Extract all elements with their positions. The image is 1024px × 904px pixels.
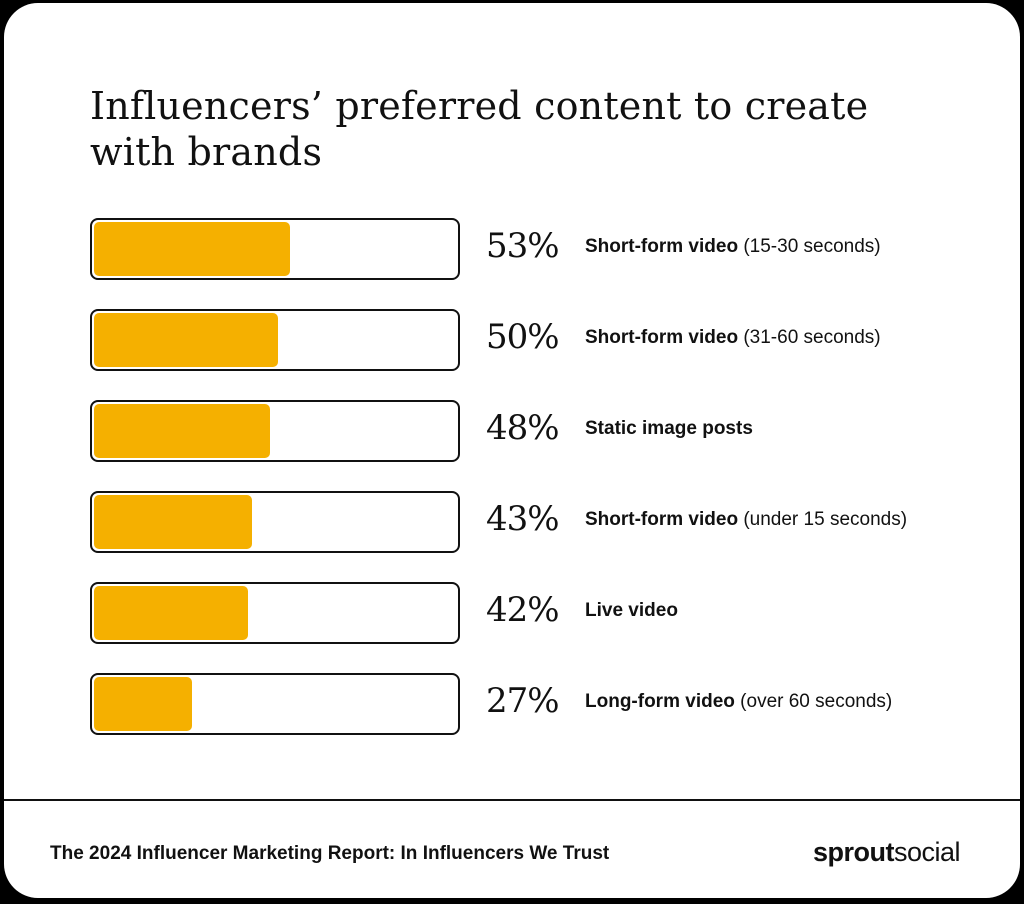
bar-fill bbox=[94, 495, 252, 549]
bar-label: Short-form video (under 15 seconds) bbox=[585, 509, 907, 531]
bar-fill bbox=[94, 404, 270, 458]
bar-percent: 50% bbox=[486, 317, 560, 357]
bar-row: 53% Short-form video (15-30 seconds) bbox=[90, 218, 990, 284]
bar-track bbox=[90, 491, 460, 553]
bar-label: Short-form video (31-60 seconds) bbox=[585, 327, 881, 349]
bar-fill bbox=[94, 586, 248, 640]
bar-label-detail: (31-60 seconds) bbox=[738, 327, 881, 348]
bar-label: Live video bbox=[585, 600, 678, 622]
bar-percent: 48% bbox=[486, 408, 560, 448]
bar-track bbox=[90, 582, 460, 644]
bar-percent: 53% bbox=[486, 226, 560, 266]
bar-label-bold: Static image posts bbox=[585, 418, 753, 439]
bar-track bbox=[90, 673, 460, 735]
bar-fill bbox=[94, 222, 290, 276]
bar-label-detail: (under 15 seconds) bbox=[738, 509, 908, 530]
bar-row: 42% Live video bbox=[90, 582, 990, 648]
bar-label-bold: Live video bbox=[585, 600, 678, 621]
bar-label-detail: (15-30 seconds) bbox=[738, 236, 881, 257]
logo-word-sprout: sprout bbox=[813, 837, 895, 867]
bar-label: Static image posts bbox=[585, 418, 753, 440]
bar-row: 27% Long-form video (over 60 seconds) bbox=[90, 673, 990, 739]
bar-percent: 27% bbox=[486, 681, 560, 721]
bar-label: Short-form video (15-30 seconds) bbox=[585, 236, 881, 258]
logo-word-social: social bbox=[894, 837, 961, 867]
bar-label-detail: (over 60 seconds) bbox=[734, 691, 893, 712]
chart-title: Influencers’ preferred content to create… bbox=[90, 84, 869, 174]
bar-track bbox=[90, 309, 460, 371]
source-caption: The 2024 Influencer Marketing Report: In… bbox=[50, 843, 610, 864]
bar-fill bbox=[94, 677, 192, 731]
bar-row: 50% Short-form video (31-60 seconds) bbox=[90, 309, 990, 375]
bar-percent: 42% bbox=[486, 590, 560, 630]
bar-label-bold: Long-form video bbox=[585, 691, 735, 712]
bar-label-bold: Short-form video bbox=[585, 509, 739, 530]
bar-row: 48% Static image posts bbox=[90, 400, 990, 466]
bar-label-bold: Short-form video bbox=[585, 327, 739, 348]
bar-row: 43% Short-form video (under 15 seconds) bbox=[90, 491, 990, 557]
bar-label: Long-form video (over 60 seconds) bbox=[585, 691, 892, 713]
bar-track bbox=[90, 218, 460, 280]
bar-label-bold: Short-form video bbox=[585, 236, 739, 257]
chart-card: Influencers’ preferred content to create… bbox=[4, 3, 1020, 898]
sprout-social-logo: sproutsocial bbox=[813, 837, 961, 868]
bar-track bbox=[90, 400, 460, 462]
bar-percent: 43% bbox=[486, 499, 560, 539]
footer-divider bbox=[4, 799, 1020, 801]
bar-fill bbox=[94, 313, 278, 367]
